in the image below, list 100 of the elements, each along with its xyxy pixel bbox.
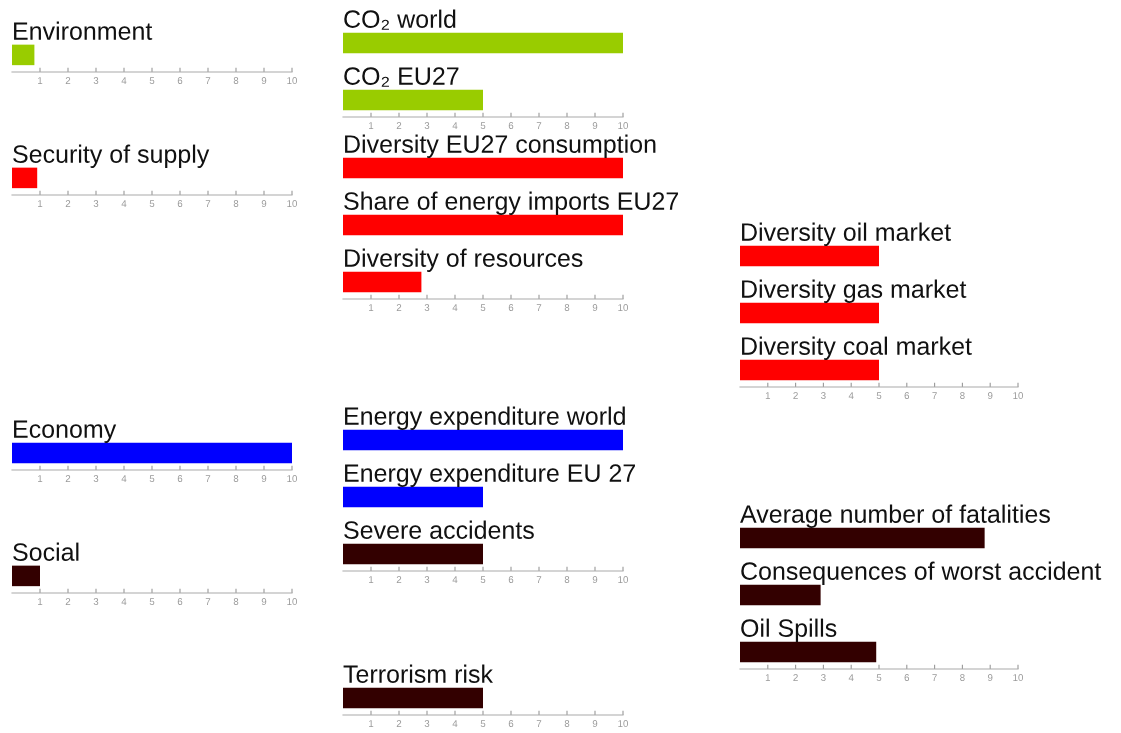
x-tick-label: 10	[287, 200, 298, 207]
x-tick-label: 5	[149, 77, 155, 84]
x-tick-label: 5	[149, 598, 155, 605]
x-tick-label: 4	[452, 304, 458, 311]
x-tick-label: 2	[65, 200, 71, 207]
x-tick-label: 4	[121, 77, 127, 84]
x-tick-label: 6	[904, 674, 910, 681]
x-tick-label: 7	[932, 392, 937, 399]
x-tick-label: 6	[508, 122, 514, 129]
x-tick-label: 7	[205, 200, 211, 207]
x-tick-label: 1	[369, 576, 374, 583]
y-tick-label: Environment	[14, 21, 153, 40]
x-tick-label: 8	[564, 720, 570, 727]
x-tick-label: 8	[233, 475, 239, 482]
x-tick-label: 1	[369, 122, 374, 129]
y-tick-label: Consequences of worst accident	[741, 561, 1102, 585]
x-tick-label: 2	[793, 392, 798, 399]
x-tick-label: 5	[149, 200, 155, 207]
x-tick-label: 6	[508, 720, 514, 727]
x-tick-label: 9	[592, 304, 598, 311]
x-tick-label: 9	[261, 200, 267, 207]
x-tick-label: 7	[205, 598, 211, 605]
x-tick-label: 4	[121, 475, 127, 482]
x-tick-label: 2	[396, 122, 402, 129]
x-tick-label: 2	[65, 77, 71, 84]
x-tick-label: 8	[233, 598, 239, 605]
x-tick-label: 1	[369, 304, 374, 311]
x-tick-label: 2	[65, 598, 71, 605]
x-tick-label: 10	[618, 122, 629, 129]
x-tick-label: 2	[396, 576, 402, 583]
x-tick-label: 5	[876, 392, 882, 399]
x-tick-label: 1	[765, 392, 771, 399]
y-tick-label: Oil Spills	[741, 618, 837, 642]
x-tick-label: 4	[848, 674, 854, 681]
x-tick-label: 6	[177, 77, 183, 84]
x-tick-label: 6	[904, 392, 910, 399]
x-tick-label: 1	[38, 598, 43, 605]
y-tick-label: Diversity oil market	[742, 222, 951, 246]
x-tick-label: 6	[508, 304, 514, 311]
x-tick-label: 1	[369, 720, 374, 727]
x-tick-label: 5	[149, 475, 155, 482]
y-tick-label: Social	[13, 542, 79, 561]
x-tick-label: 10	[618, 720, 629, 727]
x-tick-label: 2	[396, 304, 402, 311]
y-tick-label: CO₂ world	[344, 9, 456, 30]
x-tick-label: 1	[38, 77, 43, 84]
x-tick-label: 8	[564, 304, 570, 311]
x-tick-label: 7	[536, 304, 542, 311]
x-tick-label: 5	[480, 122, 486, 129]
y-tick-label: CO₂ EU27	[344, 67, 459, 87]
x-tick-label: 9	[592, 122, 598, 129]
x-tick-label: 3	[93, 475, 99, 482]
x-tick-label: 4	[452, 576, 458, 583]
x-tick-label: 8	[233, 77, 239, 84]
y-tick-label: Diversity EU27 consumption	[345, 134, 656, 158]
x-tick-label: 6	[177, 475, 183, 482]
x-tick-label: 6	[177, 200, 183, 207]
y-tick-label: Average number of fatalities	[740, 504, 1050, 528]
x-tick-label: 3	[424, 122, 430, 129]
x-tick-label: 4	[452, 720, 458, 727]
y-tick-label: Severe accidents	[344, 520, 534, 539]
x-tick-label: 5	[480, 576, 486, 583]
bar	[740, 527, 985, 549]
x-tick-label: 3	[93, 598, 99, 605]
x-tick-label: 3	[93, 77, 99, 84]
x-tick-label: 2	[396, 720, 402, 727]
x-tick-label: 10	[287, 475, 298, 482]
x-tick-label: 4	[848, 392, 854, 399]
y-tick-label: Diversity of resources	[345, 248, 583, 272]
x-tick-label: 5	[480, 304, 486, 311]
x-tick-label: 7	[205, 77, 211, 84]
y-tick-label: Economy	[14, 420, 117, 443]
bar	[740, 584, 821, 606]
x-tick-label: 7	[205, 475, 211, 482]
x-tick-label: 10	[287, 598, 298, 605]
x-tick-label: 10	[618, 304, 629, 311]
y-tick-label: Energy expenditure EU 27	[345, 463, 635, 487]
x-tick-label: 9	[987, 674, 993, 681]
x-tick-label: 9	[261, 598, 267, 605]
x-tick-label: 8	[564, 122, 570, 129]
x-tick-label: 10	[618, 576, 629, 583]
y-tick-label: Diversity coal market	[742, 336, 972, 360]
x-tick-label: 10	[1013, 674, 1024, 681]
y-tick-label: Diversity gas market	[742, 279, 967, 303]
bar	[740, 641, 877, 663]
x-tick-label: 8	[960, 392, 965, 399]
y-tick-label: Terrorism risk	[343, 664, 494, 683]
y-tick-label: Energy expenditure world	[345, 406, 625, 430]
x-tick-label: 3	[821, 392, 826, 399]
x-tick-label: 10	[1013, 392, 1024, 399]
x-tick-label: 9	[261, 475, 267, 482]
x-tick-label: 9	[987, 392, 993, 399]
x-tick-label: 4	[121, 598, 127, 605]
x-tick-label: 2	[793, 674, 798, 681]
x-tick-label: 9	[592, 720, 598, 727]
x-tick-label: 7	[536, 122, 542, 129]
x-tick-label: 8	[960, 674, 965, 681]
y-tick-label: Security of supply	[13, 144, 210, 168]
x-tick-label: 8	[564, 576, 570, 583]
x-tick-label: 7	[536, 720, 542, 727]
